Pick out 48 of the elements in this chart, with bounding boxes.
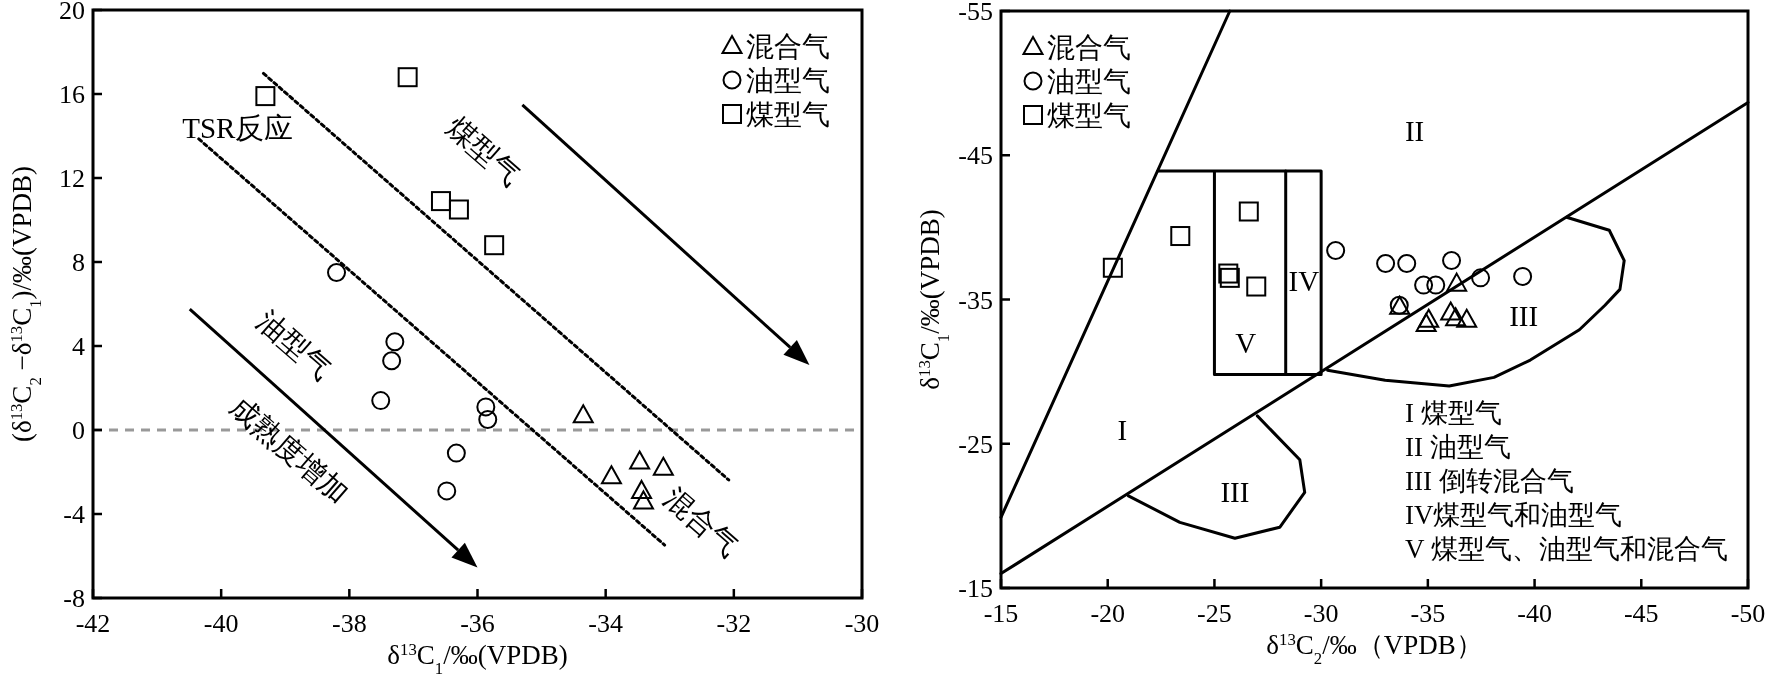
- x-tick-label: -30: [844, 609, 880, 638]
- y-tick-label: -45: [958, 141, 993, 171]
- x-tick-label: -36: [460, 609, 495, 638]
- y-tick-label: 8: [72, 248, 85, 277]
- x-tick-label: -20: [1090, 599, 1126, 628]
- legend-label: 混合气: [1047, 32, 1131, 63]
- x-tick-label: -40: [203, 609, 239, 638]
- y-tick-label: -25: [958, 429, 993, 459]
- x-tick-label: -35: [1410, 599, 1446, 628]
- x-tick-label: -34: [588, 609, 623, 638]
- legend-label: 混合气: [746, 31, 830, 62]
- annotation: III 倒转混合气: [1405, 466, 1574, 496]
- annotation: III: [1220, 476, 1250, 509]
- x-axis-title: δ$^{13}$C$_{1}$/‰(VPDB): [387, 639, 568, 678]
- legend-label: 油型气: [1047, 66, 1131, 97]
- annotation: III: [1509, 299, 1539, 332]
- annotation: II 油型气: [1405, 432, 1511, 462]
- annotation: 煤型气: [440, 110, 528, 192]
- y-tick-label: -55: [958, 0, 993, 26]
- x-tick-label: -30: [1303, 599, 1339, 628]
- y-tick-label: 12: [59, 164, 85, 193]
- annotation: 混合气: [658, 481, 746, 564]
- x-tick-label: -32: [716, 609, 752, 638]
- annotation: 油型气: [251, 304, 339, 386]
- legend-label: 煤型气: [746, 99, 830, 130]
- legend-label: 煤型气: [1047, 100, 1131, 131]
- x-tick-label: -25: [1197, 599, 1232, 628]
- legend-label: 油型气: [746, 65, 830, 96]
- annotation: V 煤型气、油型气和混合气: [1405, 534, 1728, 564]
- x-axis-title: δ$^{13}$C$_{2}$/‰（VPDB）: [1266, 629, 1483, 668]
- x-tick-label: -38: [332, 609, 367, 638]
- y-tick-label: -35: [958, 285, 993, 315]
- x-tick-label: -45: [1623, 599, 1659, 628]
- y-tick-label: 4: [72, 332, 85, 361]
- annotation: I 煤型气: [1405, 398, 1502, 428]
- x-tick-label: -40: [1517, 599, 1552, 628]
- annotation: I: [1117, 413, 1128, 446]
- y-tick-label: 16: [59, 80, 85, 109]
- annotation: V: [1235, 326, 1257, 359]
- annotation: II: [1404, 115, 1425, 148]
- annotation: TSR反应: [182, 111, 294, 144]
- y-tick-label: 20: [59, 0, 85, 25]
- y-tick-label: -4: [63, 500, 85, 529]
- y-tick-label: 0: [72, 416, 85, 445]
- annotation: IV煤型气和油型气: [1405, 500, 1623, 530]
- annotation: IV: [1288, 264, 1320, 297]
- x-tick-label: -50: [1730, 599, 1766, 628]
- annotation: 成熟度增加: [224, 390, 355, 510]
